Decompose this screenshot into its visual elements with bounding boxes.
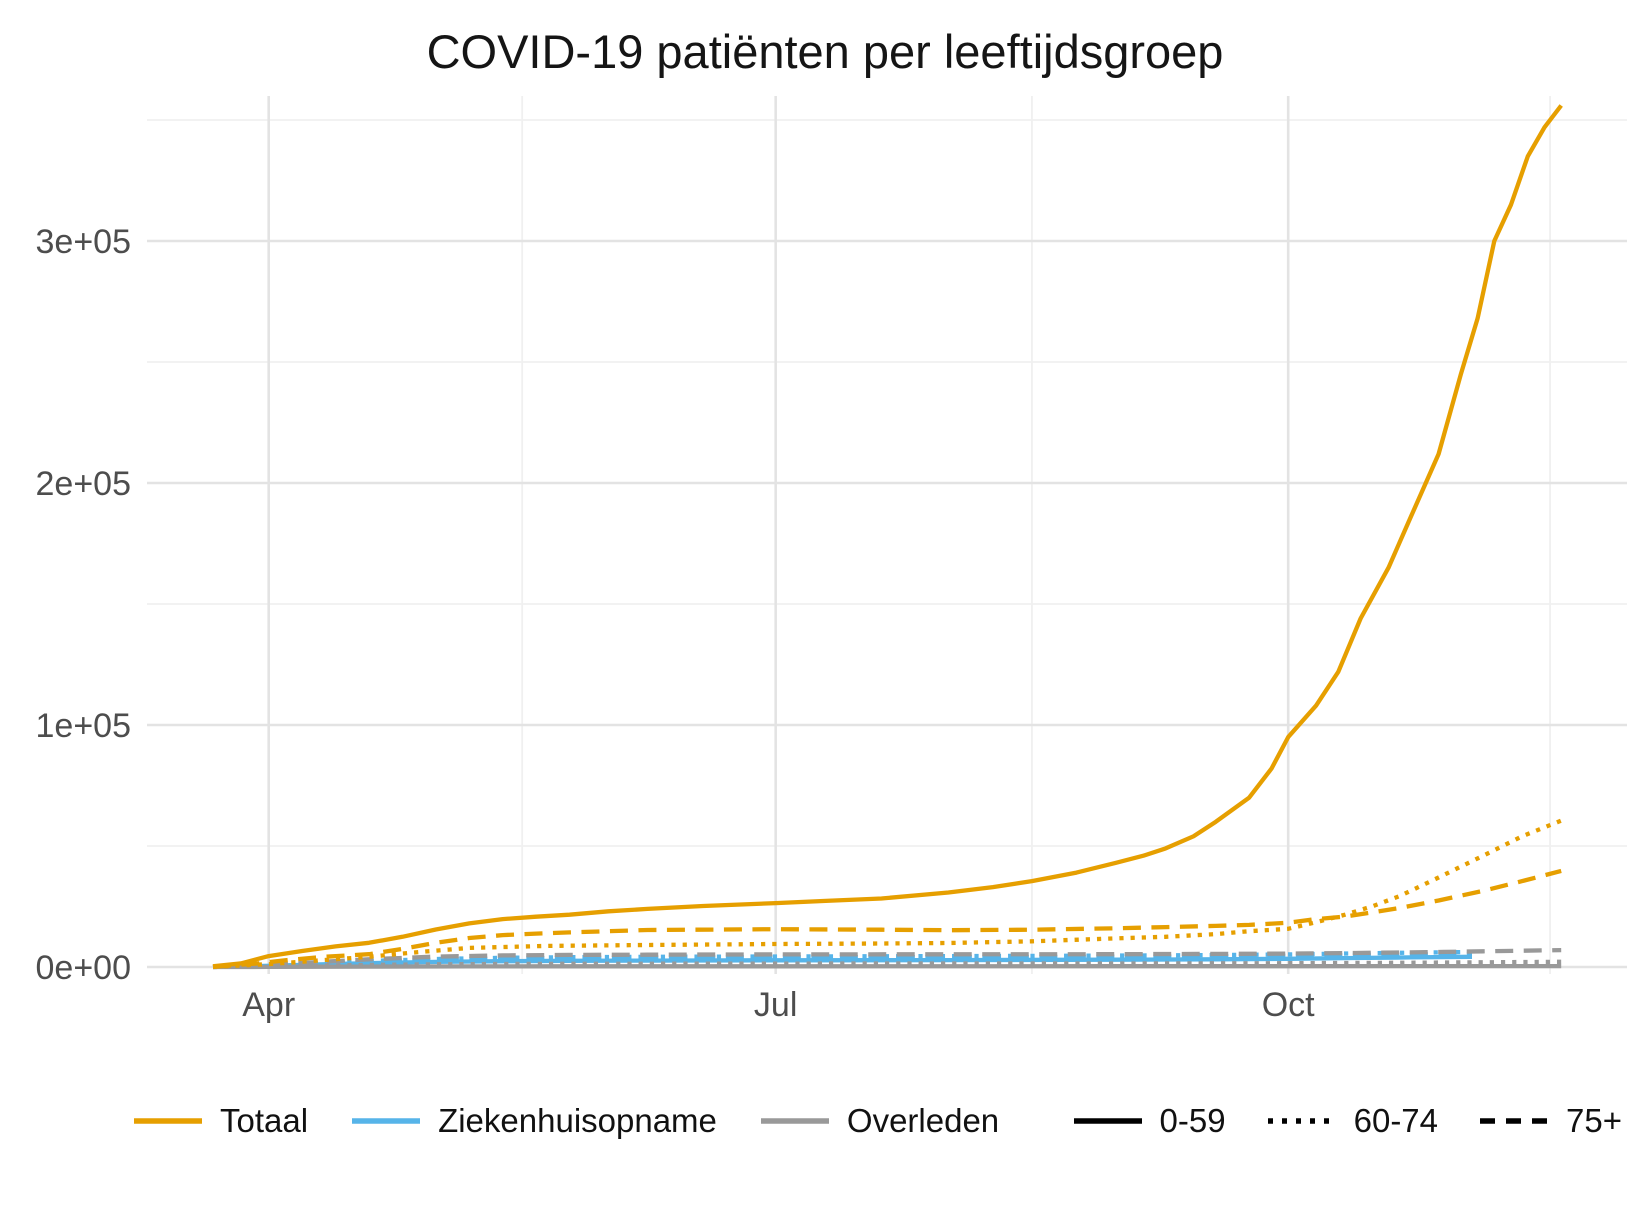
y-tick-label: 2e+05 bbox=[36, 465, 132, 503]
x-tick-label: Jul bbox=[754, 986, 797, 1024]
legend-label-overleden: Overleden bbox=[846, 1102, 1000, 1139]
series-totaal-0-59 bbox=[212, 104, 1563, 969]
chart-title: COVID-19 patiënten per leeftijdsgroep bbox=[426, 25, 1224, 78]
y-tick-label: 3e+05 bbox=[36, 223, 132, 261]
series-ziekenhuisopname-75plus bbox=[212, 951, 1473, 970]
series-ziekenhuisopname-0-59 bbox=[212, 954, 1473, 970]
legend-item-75plus: 75+ bbox=[1478, 1102, 1622, 1140]
legend-item-overleden: Overleden bbox=[759, 1102, 999, 1140]
legend-key-totaal bbox=[134, 1118, 202, 1124]
legend-color-group: Totaal Ziekenhuisopname Overleden bbox=[132, 1102, 999, 1140]
legend-label-totaal: Totaal bbox=[220, 1102, 309, 1139]
legend-label-75plus: 75+ bbox=[1566, 1102, 1622, 1139]
legend-item-0-59: 0-59 bbox=[1072, 1102, 1226, 1140]
legend-label-0-59: 0-59 bbox=[1159, 1102, 1226, 1139]
legend-linetype-group: 0-59 60-74 75+ bbox=[1072, 1102, 1622, 1140]
y-tick-label: 1e+05 bbox=[36, 707, 132, 745]
x-tick-label: Oct bbox=[1262, 986, 1315, 1024]
series-overleden-75plus bbox=[212, 947, 1562, 970]
legend-item-60-74: 60-74 bbox=[1266, 1102, 1438, 1140]
legend-label-60-74: 60-74 bbox=[1353, 1102, 1439, 1139]
y-tick-label: 0e+00 bbox=[36, 949, 132, 987]
legend-key-75plus bbox=[1480, 1118, 1549, 1124]
legend-item-totaal: Totaal bbox=[132, 1102, 308, 1140]
legend-key-60-74 bbox=[1267, 1118, 1336, 1124]
chart-legend: Totaal Ziekenhuisopname Overleden 0-59 60-7… bbox=[0, 1098, 1650, 1144]
series-ziekenhuisopname-60-74 bbox=[212, 949, 1473, 970]
chart-svg: 0e+00 1e+05 2e+05 3e+05 Apr Jul Oct bbox=[36, 96, 1627, 1024]
chart-panel: 0e+00 1e+05 2e+05 3e+05 Apr Jul Oct bbox=[0, 88, 1650, 1036]
legend-key-ziekenhuisopname bbox=[352, 1118, 421, 1124]
series-totaal-75plus bbox=[212, 868, 1562, 969]
legend-key-overleden bbox=[760, 1118, 829, 1124]
legend-item-ziekenhuisopname: Ziekenhuisopname bbox=[350, 1102, 717, 1140]
legend-key-0-59 bbox=[1073, 1118, 1142, 1124]
x-tick-label: Apr bbox=[242, 986, 295, 1024]
legend-label-ziekenhuisopname: Ziekenhuisopname bbox=[438, 1102, 717, 1139]
